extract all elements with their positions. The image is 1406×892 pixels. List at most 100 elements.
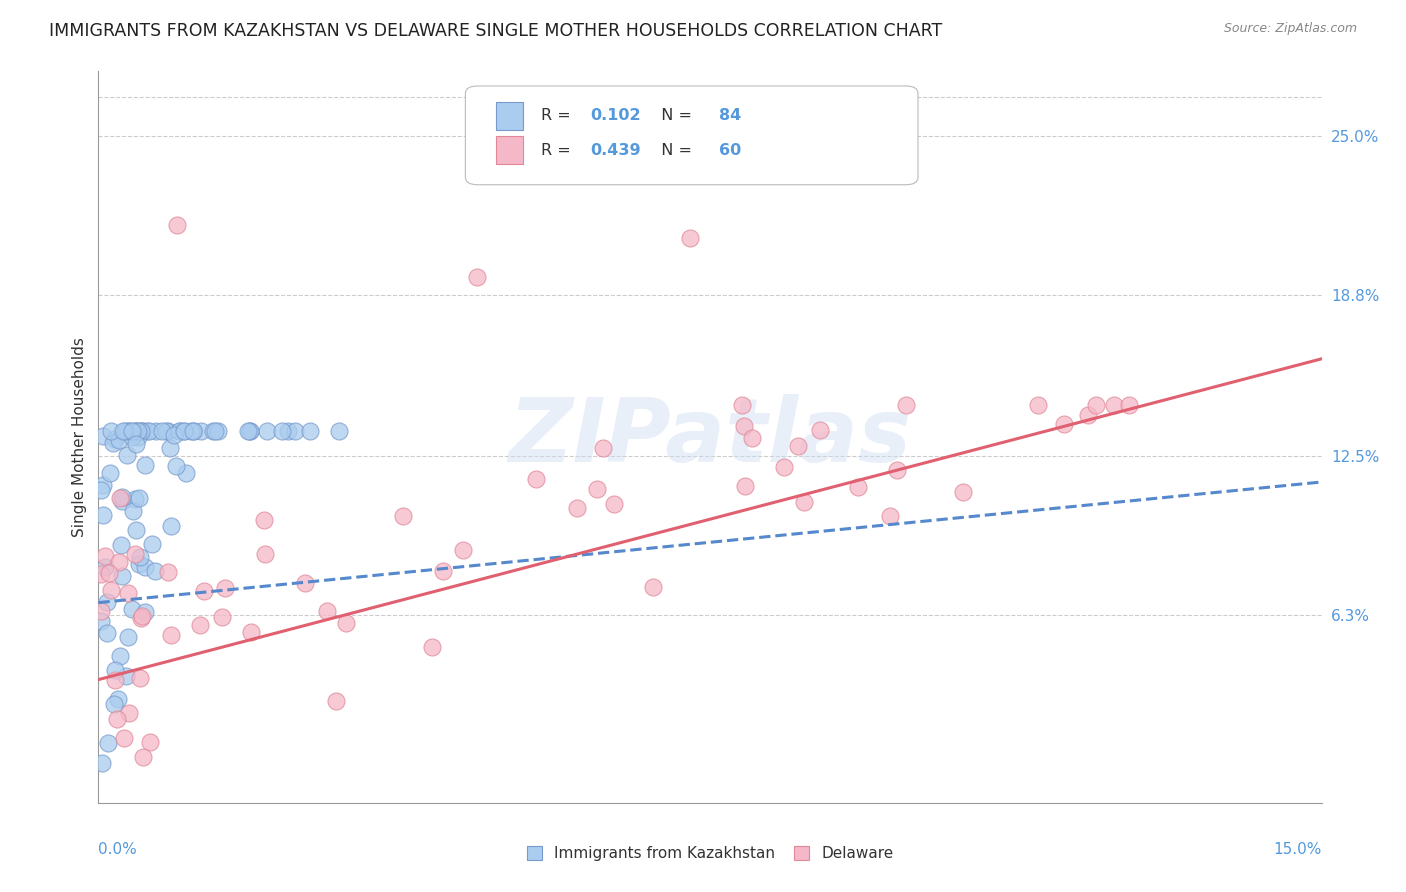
Point (786, 439, 808, 453)
Text: N =: N = (651, 143, 697, 158)
Point (107, 555, 129, 569)
FancyBboxPatch shape (465, 86, 918, 185)
Point (166, 219, 188, 233)
Point (420, 640, 443, 654)
Point (316, 604, 339, 618)
Point (111, 493, 134, 508)
Point (879, 508, 901, 523)
Y-axis label: Single Mother Households: Single Mother Households (72, 337, 87, 537)
Point (100, 583, 122, 598)
Point (112, 731, 135, 745)
Point (104, 663, 127, 677)
Point (173, 424, 195, 438)
Point (277, 424, 299, 438)
Point (157, 565, 180, 579)
Point (125, 523, 148, 537)
Point (128, 491, 150, 505)
Point (160, 628, 183, 642)
Point (114, 424, 136, 438)
Point (121, 602, 143, 616)
Point (90, 483, 112, 497)
Point (1085, 398, 1108, 412)
Point (294, 576, 316, 591)
Point (129, 424, 152, 438)
Point (128, 557, 150, 571)
Point (1053, 417, 1076, 431)
Point (121, 430, 143, 444)
Point (325, 693, 347, 707)
Point (167, 424, 190, 438)
Point (127, 424, 149, 438)
Point (104, 673, 127, 687)
Point (131, 608, 153, 623)
Point (127, 430, 149, 444)
Point (214, 581, 236, 595)
Point (284, 424, 307, 438)
Text: 15.0%: 15.0% (1274, 842, 1322, 857)
Point (565, 500, 588, 515)
Point (105, 712, 128, 726)
Point (94, 549, 117, 563)
Text: 0.102: 0.102 (591, 109, 641, 123)
Point (256, 424, 278, 438)
Point (432, 564, 454, 578)
Point (104, 432, 127, 446)
Point (132, 749, 155, 764)
Point (160, 518, 183, 533)
Point (134, 560, 156, 574)
Point (391, 508, 413, 523)
Point (157, 424, 180, 438)
Point (93, 559, 115, 574)
Point (131, 424, 153, 438)
Point (335, 616, 357, 631)
Point (1026, 398, 1049, 412)
Point (254, 548, 277, 562)
Point (239, 424, 262, 438)
Point (129, 611, 152, 625)
Point (112, 424, 135, 438)
Text: 0.439: 0.439 (591, 143, 641, 158)
Point (118, 706, 141, 721)
Point (93, 478, 115, 492)
Point (128, 671, 150, 685)
Point (117, 585, 139, 599)
Point (734, 479, 756, 493)
Point (1118, 398, 1140, 412)
Point (111, 490, 134, 504)
Point (96, 626, 118, 640)
Point (103, 697, 125, 711)
Point (121, 424, 143, 438)
Point (134, 458, 156, 472)
Point (173, 424, 195, 438)
Point (143, 564, 166, 578)
Point (90, 614, 112, 628)
Point (91, 508, 114, 522)
Point (110, 491, 132, 506)
Point (239, 424, 262, 438)
Point (124, 547, 146, 561)
Point (90, 756, 112, 770)
Point (808, 423, 831, 437)
Point (155, 424, 177, 438)
Point (270, 424, 292, 438)
Point (150, 424, 173, 438)
Point (129, 549, 152, 564)
Point (162, 428, 184, 442)
Point (181, 424, 204, 438)
Point (886, 462, 908, 476)
Text: ZIPatlas: ZIPatlas (509, 393, 911, 481)
Point (328, 424, 350, 438)
Point (169, 424, 191, 438)
Point (592, 441, 614, 455)
Point (125, 424, 148, 438)
Point (679, 231, 702, 245)
Point (165, 459, 187, 474)
Point (641, 580, 664, 594)
Point (1077, 408, 1099, 422)
Point (1102, 398, 1125, 412)
Point (193, 583, 215, 598)
Point (585, 482, 607, 496)
Point (896, 398, 918, 412)
Point (240, 624, 263, 639)
Point (110, 538, 132, 552)
